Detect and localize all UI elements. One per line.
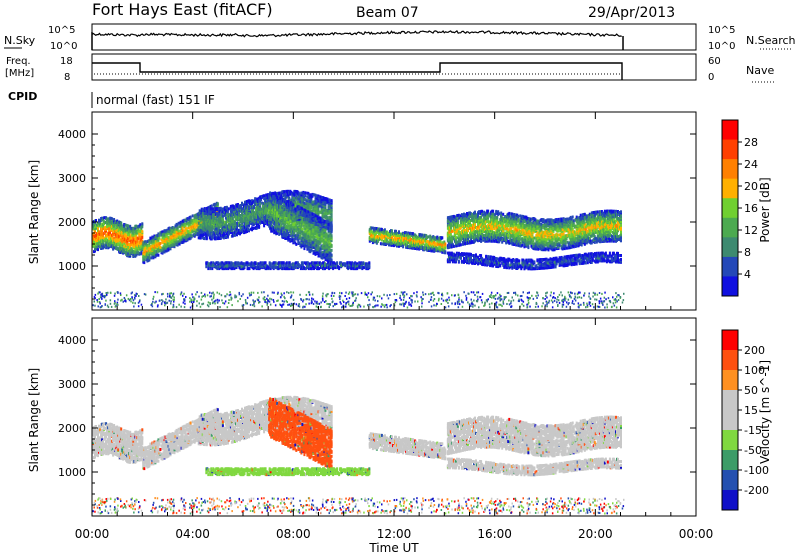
colorbar-tick-label: 4 bbox=[744, 268, 751, 281]
frequency-line bbox=[92, 62, 623, 80]
y-tick-label: 4000 bbox=[58, 128, 86, 141]
y-tick-label: 3000 bbox=[58, 172, 86, 185]
noise-trace bbox=[91, 30, 624, 50]
colorbar-swatch bbox=[722, 139, 738, 160]
power-data bbox=[92, 189, 625, 309]
colorbar-swatch bbox=[722, 410, 738, 431]
noise-right-tick-top: 10^5 bbox=[708, 25, 735, 36]
x-tick-label: 00:00 bbox=[75, 527, 110, 541]
x-tick-label: 00:00 bbox=[679, 527, 714, 541]
y-tick-label: 4000 bbox=[58, 334, 86, 347]
colorbar-tick-label: -200 bbox=[744, 484, 769, 497]
colorbar-tick-label: 50 bbox=[744, 384, 758, 397]
y-tick-label: 3000 bbox=[58, 378, 86, 391]
colorbar-tick-label: 28 bbox=[744, 136, 758, 149]
colorbar-swatch bbox=[722, 490, 738, 511]
colorbar-swatch bbox=[722, 330, 738, 351]
colorbar-tick-label: -50 bbox=[744, 444, 762, 457]
velocity-colorbar-label: Velocity [m s^-1] bbox=[758, 360, 772, 464]
colorbar-swatch bbox=[722, 198, 738, 219]
colorbar-swatch bbox=[722, 120, 738, 141]
colorbar-tick-label: 8 bbox=[744, 246, 751, 259]
colorbar-swatch bbox=[722, 178, 738, 199]
colorbar-swatch bbox=[722, 450, 738, 471]
noise-panel: N.Sky 10^5 10^0 10^5 10^0 N.Search bbox=[4, 23, 796, 52]
colorbar-swatch bbox=[722, 470, 738, 491]
date-label: 29/Apr/2013 bbox=[588, 5, 675, 21]
colorbar-tick-label: -100 bbox=[744, 464, 769, 477]
nave-label: Nave bbox=[746, 64, 774, 77]
colorbar-swatch bbox=[722, 390, 738, 411]
power-colorbar: 28 24 20 16 12 8 4 bbox=[721, 119, 758, 297]
velocity-y-axis: 1000 2000 3000 4000 bbox=[58, 334, 696, 506]
velocity-colorbar: 200 100 50 15 -15 -50 -100 -200 bbox=[721, 329, 769, 511]
colorbar-tick-label: 15 bbox=[744, 404, 758, 417]
colorbar-swatch bbox=[722, 430, 738, 451]
noise-sky-label: N.Sky bbox=[4, 34, 36, 47]
freq-tick-bottom: 8 bbox=[64, 72, 70, 83]
power-colorbar-label: Power [dB] bbox=[758, 177, 772, 242]
freq-label-1: Freq. bbox=[6, 56, 31, 67]
noise-left-tick-bottom: 10^0 bbox=[50, 41, 77, 52]
colorbar-tick-label: 20 bbox=[744, 180, 758, 193]
x-tick-label: 16:00 bbox=[477, 527, 512, 541]
freq-tick-top: 18 bbox=[60, 56, 73, 67]
colorbar-tick-label: 200 bbox=[744, 344, 765, 357]
y-tick-label: 1000 bbox=[58, 260, 86, 273]
colorbar-tick-label: 12 bbox=[744, 224, 758, 237]
colorbar-swatch bbox=[722, 237, 738, 258]
colorbar-tick-label: 16 bbox=[744, 202, 758, 215]
time-axis-label: Time UT bbox=[368, 541, 419, 554]
plot-title: Fort Hays East (fitACF) bbox=[92, 0, 273, 19]
y-tick-label: 2000 bbox=[58, 216, 86, 229]
power-y-axis: 1000 2000 3000 4000 bbox=[58, 128, 696, 300]
power-panel: 1000 2000 3000 4000 Slant Range [km] 28 24 20… bbox=[27, 111, 772, 311]
y-tick-label: 1000 bbox=[58, 466, 86, 479]
x-tick-label: 12:00 bbox=[377, 527, 412, 541]
colorbar-swatch bbox=[722, 159, 738, 180]
noise-left-tick-top: 10^5 bbox=[48, 25, 75, 36]
noise-right-tick-bottom: 10^0 bbox=[708, 41, 735, 52]
noise-sky-line bbox=[91, 30, 622, 38]
noise-search-label: N.Search bbox=[746, 34, 796, 47]
freq-panel: Freq. [MHz] 18 8 60 0 Nave bbox=[5, 53, 774, 83]
x-tick-label: 04:00 bbox=[175, 527, 210, 541]
time-axis: 00:00 04:00 08:00 12:00 16:00 20:00 00:00 bbox=[75, 112, 714, 541]
y-tick-label: 2000 bbox=[58, 422, 86, 435]
colorbar-swatch bbox=[722, 276, 738, 297]
colorbar-swatch bbox=[722, 217, 738, 238]
velocity-y-label: Slant Range [km] bbox=[27, 368, 41, 472]
x-tick-label: 20:00 bbox=[578, 527, 613, 541]
power-y-label: Slant Range [km] bbox=[27, 160, 41, 264]
cpid-label: CPID bbox=[8, 90, 37, 103]
colorbar-tick-label: 24 bbox=[744, 158, 758, 171]
nave-tick-top: 60 bbox=[708, 56, 721, 67]
freq-label-2: [MHz] bbox=[5, 68, 34, 79]
colorbar-swatch bbox=[722, 350, 738, 371]
colorbar-tick-label: -15 bbox=[744, 424, 762, 437]
cpid-program: normal (fast) 151 IF bbox=[96, 93, 215, 107]
colorbar-tick-label: 100 bbox=[744, 364, 765, 377]
x-tick-label: 08:00 bbox=[276, 527, 311, 541]
beam-label: Beam 07 bbox=[356, 5, 419, 21]
nave-tick-bottom: 0 bbox=[708, 72, 714, 83]
velocity-panel: 1000 2000 3000 4000 Slant Range [km] 200 100… bbox=[27, 317, 772, 517]
colorbar-swatch bbox=[722, 256, 738, 277]
velocity-data bbox=[92, 395, 625, 515]
colorbar-swatch bbox=[722, 370, 738, 391]
